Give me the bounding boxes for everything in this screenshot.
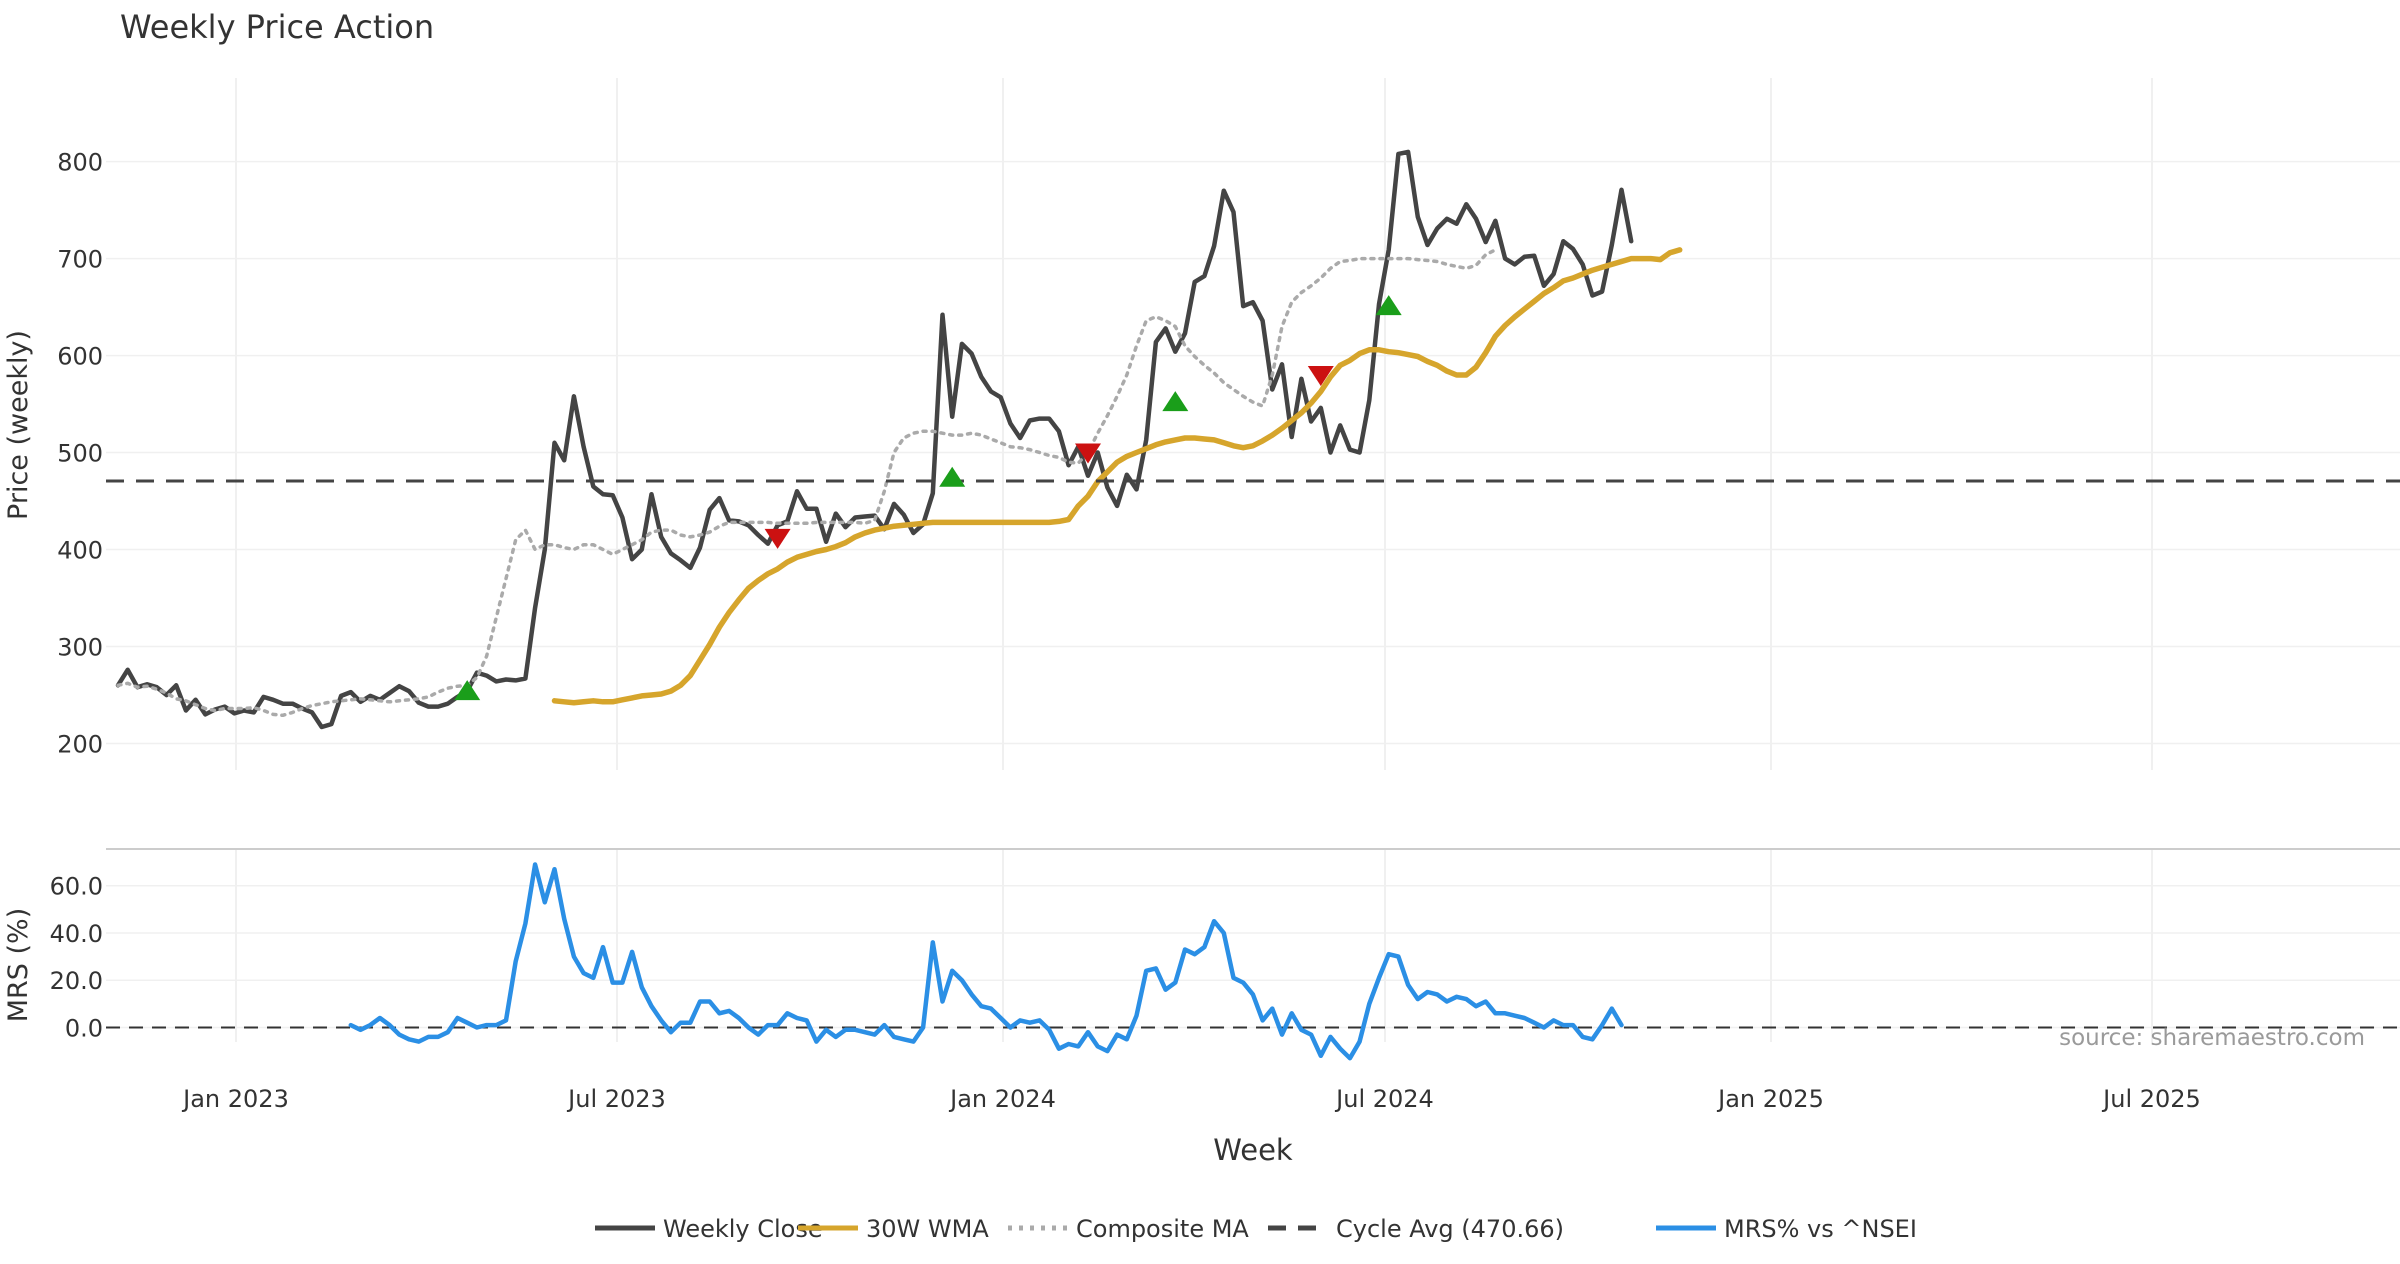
mrs-y-tick-label: 40.0 (50, 920, 103, 948)
x-tick-label: Jan 2023 (181, 1085, 289, 1113)
legend-item-label: 30W WMA (866, 1215, 989, 1243)
price-y-tick-label: 800 (57, 149, 103, 177)
legend-item-label: Composite MA (1076, 1215, 1249, 1243)
series-composite-ma-line (116, 248, 1498, 718)
chart-title: Weekly Price Action (120, 8, 434, 46)
series-mrs-vs-nsei-line (348, 862, 1624, 1061)
mrs-y-tick-label: 20.0 (50, 967, 103, 995)
price-y-tick-label: 600 (57, 343, 103, 371)
sell-signal-marker (764, 528, 791, 549)
series-weekly-close-line (115, 149, 1634, 730)
x-axis-label: Week (1213, 1133, 1293, 1167)
grid-layer (106, 78, 2400, 1042)
price-y-tick-label: 500 (57, 440, 103, 468)
sell-signal-marker (1075, 443, 1101, 464)
buy-signal-marker (939, 466, 966, 487)
mrs-y-tick-label: 60.0 (50, 873, 103, 901)
buy-signal-marker (1375, 295, 1402, 316)
marker-layer (454, 295, 1402, 701)
x-tick-label: Jan 2025 (1716, 1085, 1824, 1113)
buy-signal-marker (1162, 391, 1189, 412)
source-watermark: source: sharemaestro.com (2059, 1025, 2365, 1051)
sell-signal-marker (1307, 365, 1334, 386)
buy-signal-marker (454, 680, 481, 701)
x-tick-label: Jul 2023 (566, 1085, 666, 1113)
x-tick-label: Jul 2025 (2101, 1085, 2201, 1113)
x-tick-label: Jan 2024 (948, 1085, 1056, 1113)
legend-item-label: MRS% vs ^NSEI (1724, 1215, 1917, 1243)
price-y-tick-label: 300 (57, 633, 103, 661)
price-y-tick-label: 700 (57, 246, 103, 274)
series-layer (106, 149, 2400, 1061)
price-y-tick-label: 200 (57, 730, 103, 758)
mrs-y-tick-label: 0.0 (65, 1014, 103, 1042)
price-y-axis-label: Price (weekly) (3, 330, 34, 520)
x-tick-label: Jul 2024 (1334, 1085, 1434, 1113)
series-30w-wma-line (551, 247, 1683, 706)
legend: Weekly Close 30W WMA Composite MA Cycle Avg… (595, 1215, 1917, 1243)
axis-layer: Jan 2023 Jul 2023 Jan 2024 Jul 2024 Jan 2025… (50, 149, 2201, 1113)
legend-item-label: Weekly Close (663, 1215, 823, 1243)
legend-item-label: Cycle Avg (470.66) (1336, 1215, 1564, 1243)
price-y-tick-label: 400 (57, 537, 103, 565)
mrs-y-axis-label: MRS (%) (3, 908, 34, 1023)
